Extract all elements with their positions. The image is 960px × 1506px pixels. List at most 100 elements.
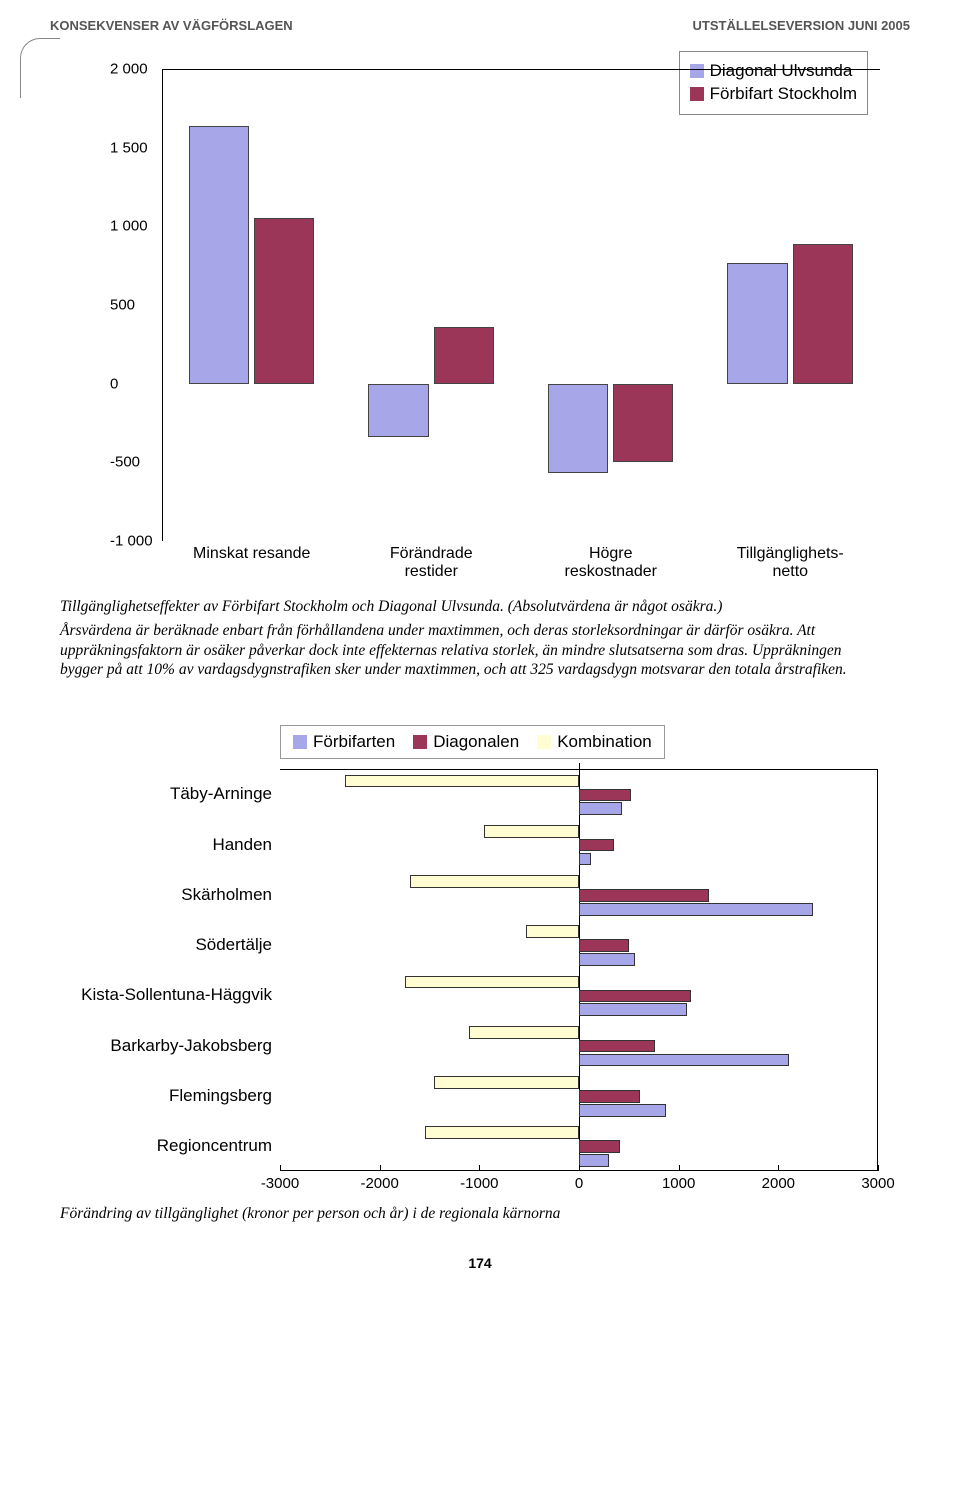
chart1-xlabel: Tillgänglighets-netto [701, 545, 881, 589]
chart1-xlabel: Förändraderestider [342, 545, 522, 589]
chart1-ytick: 0 [110, 375, 118, 392]
chart2-bar [579, 903, 813, 916]
chart2-row-label: Barkarby-Jakobsberg [60, 1036, 272, 1056]
chart2-legend: Förbifarten Diagonalen Kombination [280, 725, 665, 759]
chart2-xtick: -2000 [360, 1175, 398, 1192]
chart2-barset [280, 974, 878, 1016]
chart2-xticks: -3000-2000-10000100020003000 [280, 1175, 878, 1199]
page-header: KONSEKVENSER AV VÄGFÖRSLAGEN UTSTÄLLELSE… [0, 0, 960, 39]
chart2-bar [484, 825, 579, 838]
chart2-row: Handen [60, 820, 900, 870]
chart2-xtick: -1000 [460, 1175, 498, 1192]
chart2-row: Täby-Arninge [60, 769, 900, 819]
chart2-bar [579, 1090, 640, 1103]
chart1-ytick: 500 [110, 297, 135, 314]
chart2-row: Södertälje [60, 920, 900, 970]
chart2-barset [280, 874, 878, 916]
chart2-xtick: 1000 [662, 1175, 695, 1192]
chart2-row-label: Handen [60, 835, 272, 855]
chart2-x-axis [280, 1170, 878, 1171]
chart2: Förbifarten Diagonalen Kombination Täby-… [60, 725, 900, 1199]
chart2-row: Flemingsberg [60, 1071, 900, 1121]
header-left-text: KONSEKVENSER AV VÄGFÖRSLAGEN [50, 18, 293, 33]
chart2-row-label: Täby-Arninge [60, 784, 272, 804]
chart1-bar [727, 263, 787, 384]
chart1-x-labels: Minskat resandeFörändraderestiderHögrere… [162, 545, 880, 589]
chart1-bar-group [722, 69, 858, 541]
chart2-bar [579, 1104, 666, 1117]
chart2-bar [579, 853, 591, 866]
chart2-bar [469, 1026, 579, 1039]
chart1-plot: Diagonal Ulvsunda Förbifart Stockholm [162, 69, 880, 541]
chart2-barset [280, 824, 878, 866]
corner-decoration [20, 38, 60, 98]
chart2-bar [579, 1003, 687, 1016]
chart2-row: Kista-Sollentuna-Häggvik [60, 970, 900, 1020]
chart1-xlabel: Minskat resande [162, 545, 342, 589]
legend-swatch-diagonal [690, 64, 704, 78]
chart2-bar [425, 1126, 579, 1139]
chart1-bar [613, 384, 673, 463]
legend-label-forbifarten: Förbifarten [313, 732, 395, 752]
chart1-ytick: -1 000 [110, 533, 153, 550]
chart2-row-label: Regioncentrum [60, 1136, 272, 1156]
chart1-bar [254, 218, 314, 383]
chart2-bar [410, 875, 579, 888]
legend-swatch-forbifart [690, 87, 704, 101]
chart2-barset [280, 773, 878, 815]
chart1-bar [548, 384, 608, 474]
chart2-barset [280, 1125, 878, 1167]
chart1-xlabel: Högrereskostnader [521, 545, 701, 589]
chart2-bar [526, 925, 579, 938]
legend-swatch-kombination [537, 735, 551, 749]
chart2-row: Regioncentrum [60, 1121, 900, 1171]
chart2-bar [579, 789, 631, 802]
chart2-row: Barkarby-Jakobsberg [60, 1021, 900, 1071]
chart2-xtick: 3000 [861, 1175, 894, 1192]
chart2-bar [579, 1054, 789, 1067]
caption1-p2: Årsvärdena är beräknade enbart från förh… [60, 621, 880, 680]
chart2-bar [579, 1154, 609, 1167]
chart2-bar [405, 976, 579, 989]
chart2-bar [579, 990, 691, 1003]
chart2-bar [579, 889, 709, 902]
chart2-bar [579, 939, 629, 952]
chart2-row: Skärholmen [60, 870, 900, 920]
chart1-bar-group [363, 69, 499, 541]
page-number: 174 [0, 1255, 960, 1281]
chart1-bar [368, 384, 428, 437]
legend-swatch-forbifarten [293, 735, 307, 749]
legend-label-diagonalen: Diagonalen [433, 732, 519, 752]
chart2-bar [579, 839, 614, 852]
chart1-bar [793, 244, 853, 384]
chart2-row-label: Kista-Sollentuna-Häggvik [60, 985, 272, 1005]
chart1-ytick: 1 000 [110, 218, 148, 235]
chart2-bar [579, 1140, 620, 1153]
chart1-bar [434, 327, 494, 384]
chart1: Diagonal Ulvsunda Förbifart Stockholm Mi… [110, 69, 880, 589]
caption1-p1: Tillgänglighetseffekter av Förbifart Sto… [60, 597, 880, 617]
header-right-text: UTSTÄLLELSEVERSION JUNI 2005 [693, 18, 910, 33]
chart2-bar [345, 775, 579, 788]
chart2-bar [579, 953, 635, 966]
chart2-row-label: Skärholmen [60, 885, 272, 905]
chart2-xtick: 2000 [762, 1175, 795, 1192]
chart1-bar-group [543, 69, 679, 541]
chart2-row-label: Flemingsberg [60, 1086, 272, 1106]
chart2-bar [579, 802, 622, 815]
chart1-ytick: 1 500 [110, 139, 148, 156]
legend-swatch-diagonalen [413, 735, 427, 749]
chart2-barset [280, 1025, 878, 1067]
chart1-bar-group [184, 69, 320, 541]
chart2-bar [434, 1076, 579, 1089]
legend-label-kombination: Kombination [557, 732, 652, 752]
chart1-ytick: 2 000 [110, 61, 148, 78]
chart2-bar [579, 1040, 655, 1053]
chart1-ytick: -500 [110, 454, 140, 471]
chart1-caption: Tillgänglighetseffekter av Förbifart Sto… [60, 597, 880, 680]
chart1-bar [189, 126, 249, 384]
chart2-caption: Förändring av tillgänglighet (kronor per… [60, 1205, 900, 1223]
chart2-barset [280, 1075, 878, 1117]
chart2-xtick: -3000 [261, 1175, 299, 1192]
chart2-xtick: 0 [575, 1175, 583, 1192]
